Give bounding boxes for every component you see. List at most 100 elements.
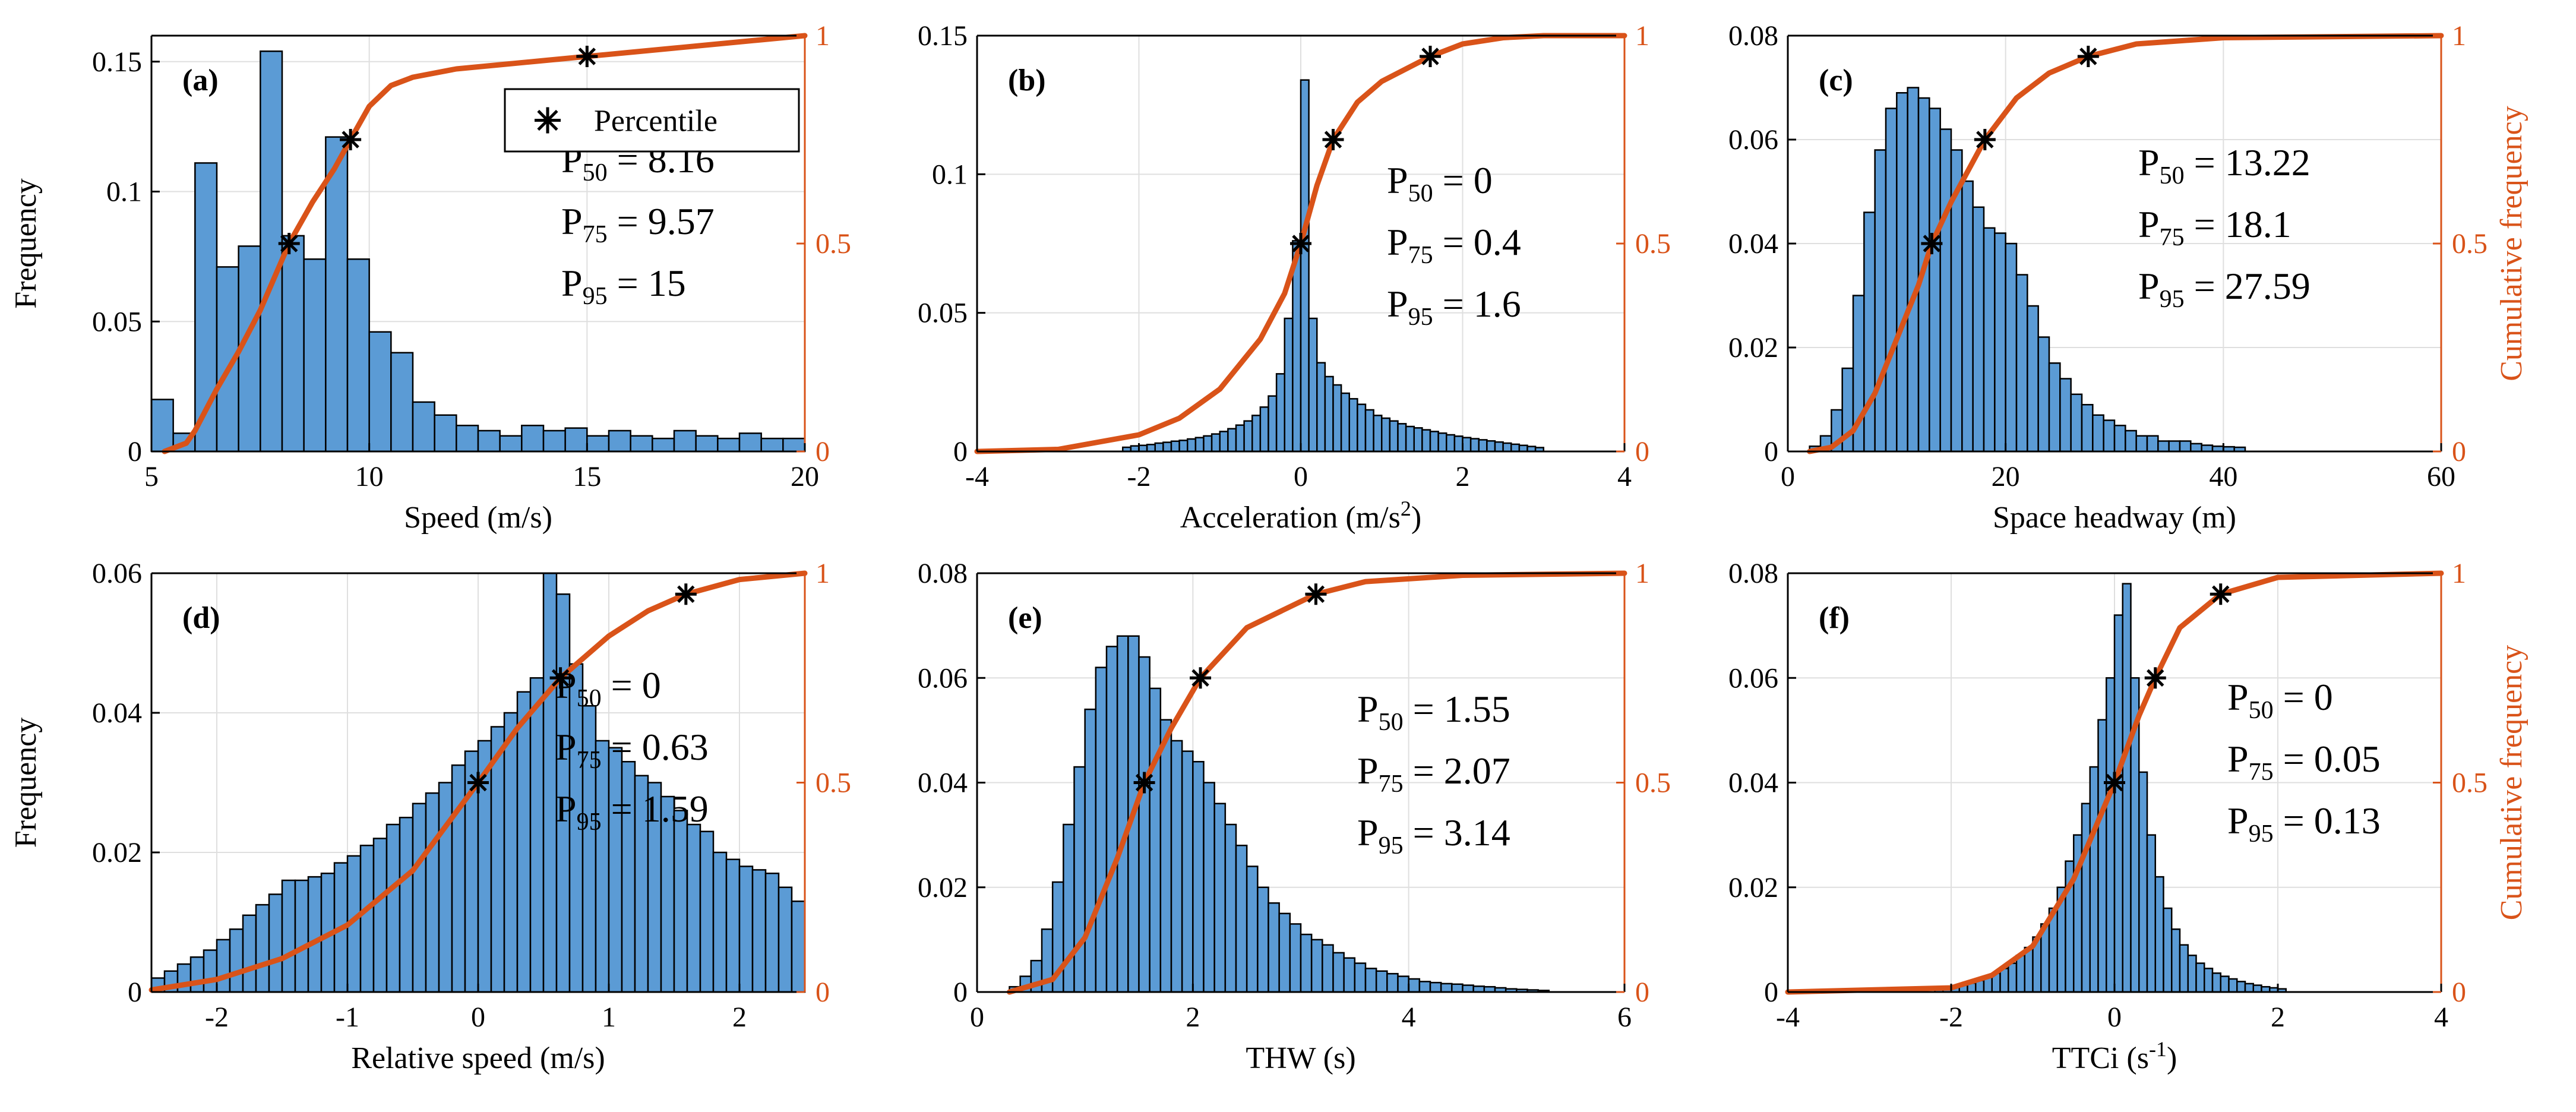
histogram-bar <box>1478 439 1488 453</box>
histogram-bar <box>2252 984 2262 993</box>
histogram-bar <box>307 876 323 993</box>
percentile-stat: P75 = 2.07 <box>1357 750 1510 798</box>
percentile-stat: P50 = 0 <box>2227 676 2333 724</box>
percentile-marker <box>1305 583 1327 605</box>
histogram-bar <box>760 437 784 453</box>
histogram-bar <box>1300 933 1313 993</box>
panel-d: -2 -1 0 1 2 0 0.02 0.04 0.06 0 0.5 1 Relative speed … <box>9 558 851 1075</box>
y-tick-label: 0.06 <box>1728 124 1778 156</box>
histogram-bar <box>2081 803 2091 993</box>
y-tick-label: 0.05 <box>92 306 142 337</box>
percentile-marker <box>2077 46 2099 67</box>
histogram-bar <box>1929 108 1941 453</box>
histogram-bar <box>521 425 545 453</box>
histogram-bar <box>1105 646 1118 993</box>
x-tick-label: -2 <box>205 1002 229 1033</box>
histogram-bar <box>2154 876 2164 993</box>
histogram-bar <box>1073 766 1086 993</box>
panel-label: (b) <box>1008 64 1046 97</box>
bar-series <box>150 572 806 993</box>
histogram-bar <box>1440 983 1453 993</box>
histogram-bar <box>673 810 688 993</box>
percentile-stat: P75 = 18.1 <box>2138 203 2291 251</box>
asterisk-stroke <box>2147 669 2164 687</box>
histogram-bar <box>1181 750 1194 993</box>
y-tick-label: 0.1 <box>106 176 142 208</box>
histogram-bar <box>1983 227 1996 453</box>
histogram-bar <box>1275 373 1285 453</box>
histogram-bar <box>368 331 392 453</box>
histogram-bar <box>1251 415 1262 453</box>
x-tick-label: 4 <box>1402 1002 1416 1033</box>
histogram-bar <box>2089 766 2099 993</box>
histogram-bar <box>1343 957 1356 993</box>
asterisk-stroke <box>551 669 570 687</box>
histogram-bar <box>1194 437 1205 453</box>
histogram-bar <box>1332 952 1345 993</box>
histogram-bar <box>260 50 283 453</box>
histogram-bar <box>2122 583 2132 993</box>
cdf-line <box>1807 33 2444 454</box>
percentile-stat: P95 = 27.59 <box>2138 265 2311 313</box>
histogram-bar <box>1907 87 1920 453</box>
histogram-bar <box>1340 392 1350 453</box>
histogram-bar <box>346 258 370 453</box>
histogram-bar <box>1364 409 1374 453</box>
histogram-bar <box>1408 978 1421 993</box>
histogram-bar <box>1453 435 1464 453</box>
histogram-bar <box>1284 317 1294 453</box>
histogram-bar <box>281 879 296 993</box>
histogram-bar <box>1138 444 1148 453</box>
histogram-bar <box>1863 211 1876 453</box>
y-axis-label: Frequency <box>9 718 43 848</box>
histogram-bar <box>1429 431 1439 453</box>
histogram-bar <box>1354 962 1367 993</box>
bar-series <box>1934 583 2287 993</box>
histogram-bar <box>782 437 806 453</box>
asterisk-stroke <box>1976 131 1994 149</box>
bar-series <box>150 50 806 453</box>
histogram-bar <box>2113 614 2123 993</box>
histogram-bar <box>1235 424 1245 453</box>
histogram-bar <box>1961 180 1974 453</box>
y-tick-label: 0.02 <box>92 837 142 868</box>
histogram-bar <box>1235 845 1248 993</box>
histogram-bar <box>717 437 741 453</box>
x-tick-label: -2 <box>1939 1002 1963 1033</box>
asterisk-stroke <box>469 773 487 792</box>
x-tick-label: 0 <box>2107 1002 2122 1033</box>
percentile-stat: P95 = 1.6 <box>1387 283 1521 331</box>
histogram-bar <box>425 792 440 993</box>
y-tick-label: 0.06 <box>92 558 142 589</box>
histogram-bar <box>2146 834 2156 993</box>
percentile-marker <box>2104 772 2125 794</box>
x-tick-label: 0 <box>970 1002 984 1033</box>
legend: Percentile <box>504 88 800 153</box>
histogram-bar <box>1203 435 1213 453</box>
histogram-bar <box>542 429 566 453</box>
y2-tick-label: 1 <box>816 558 830 589</box>
histogram-bar <box>2008 962 2018 993</box>
y2-tick-label: 1 <box>816 20 830 52</box>
histogram-bar <box>2179 440 2192 453</box>
y2-tick-label: 1 <box>1635 558 1649 589</box>
histogram-bar <box>1210 433 1221 453</box>
histogram-bar <box>1885 108 1898 453</box>
histogram-bar <box>1170 440 1180 453</box>
y2-tick-label: 0.5 <box>816 767 851 799</box>
histogram-bar <box>1095 666 1108 993</box>
x-axis-label: Space headway (m) <box>1993 501 2236 535</box>
histogram-bar <box>2103 419 2116 453</box>
histogram-bar <box>1357 403 1367 453</box>
histogram-bar <box>2157 440 2170 453</box>
histogram-bar <box>372 838 388 993</box>
y-tick-label: 0.02 <box>918 872 968 904</box>
histogram-bar <box>2106 677 2116 993</box>
x-tick-label: 4 <box>1617 461 1632 492</box>
asterisk-icon <box>535 107 561 134</box>
histogram-bar <box>229 928 244 993</box>
asterisk-stroke <box>1324 131 1342 149</box>
